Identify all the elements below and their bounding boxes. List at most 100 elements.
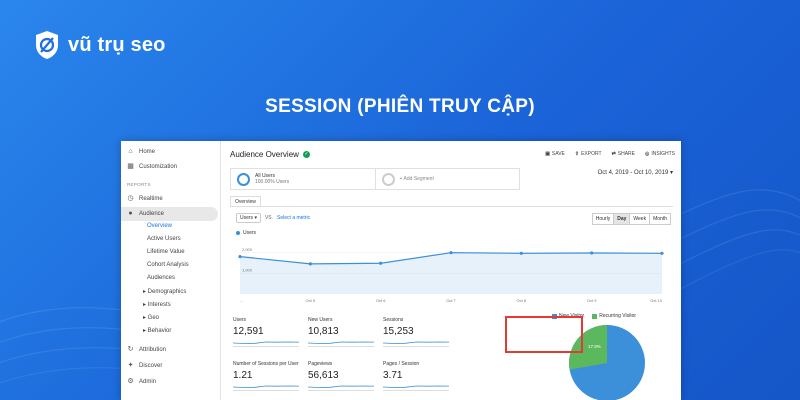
visitor-pie: New Visitor Recurring Visitor 17.9% xyxy=(544,313,674,400)
sidebar-sub-lifetime-value[interactable]: Lifetime Value xyxy=(147,249,185,255)
y-tick-label: 2,000 xyxy=(242,247,253,252)
sidebar-sub-overview[interactable]: Overview xyxy=(147,223,173,229)
sidebar-sub-audiences[interactable]: Audiences xyxy=(147,275,176,281)
data-point[interactable] xyxy=(308,262,312,266)
stat-sparkline xyxy=(233,385,299,388)
stat-card-new-users[interactable]: New Users 10,813 xyxy=(305,311,377,349)
sidebar-item-audience[interactable]: ● Audience xyxy=(127,208,164,219)
metric-select[interactable]: Users ▾ xyxy=(236,213,261,223)
brand-name: vũ trụ seo xyxy=(68,33,166,56)
brand[interactable]: vũ trụ seo xyxy=(34,30,166,60)
sidebar-item-admin[interactable]: ⚙ Admin xyxy=(127,376,156,387)
segment-text: All Users 100.00% Users xyxy=(255,173,289,185)
legend-dot xyxy=(236,231,240,235)
stat-value: 15,253 xyxy=(383,326,414,337)
stat-value: 56,613 xyxy=(308,370,339,381)
stat-label: Sessions xyxy=(383,317,404,323)
data-point[interactable] xyxy=(238,255,242,259)
stat-label: Number of Sessions per User xyxy=(233,361,299,367)
page-title-row: Audience Overview ✓ xyxy=(230,150,310,159)
segment-bar: All Users 100.00% Users + Add Segment xyxy=(230,168,520,190)
save-button[interactable]: ▣ SAVE xyxy=(545,151,565,157)
attribution-icon: ↻ xyxy=(127,346,134,353)
pie-slice-returning-visitor[interactable] xyxy=(569,325,607,370)
export-icon: ⇪ xyxy=(574,151,580,157)
sidebar-item-label: Audience xyxy=(139,210,165,217)
stat-card-sessions[interactable]: Sessions 15,253 xyxy=(380,311,452,349)
sidebar-item-attribution[interactable]: ↻ Attribution xyxy=(127,344,166,355)
sidebar-sub-geo[interactable]: ▸ Geo xyxy=(143,315,160,321)
data-point[interactable] xyxy=(519,251,523,255)
x-tick-label: Oct 6 xyxy=(376,298,386,303)
stat-card-users[interactable]: Users 12,591 xyxy=(230,311,302,349)
stat-sparkline xyxy=(383,385,449,388)
sessions-highlight-box xyxy=(505,316,583,353)
granularity-hourly[interactable]: Hourly xyxy=(591,213,615,225)
sidebar-item-discover[interactable]: ✦ Discover xyxy=(127,360,163,371)
vs-label: VS. xyxy=(264,215,274,221)
segment-percent: 100.00% Users xyxy=(255,179,290,185)
series-area-users xyxy=(240,252,662,294)
add-segment-ring-icon xyxy=(381,172,395,186)
sidebar-sub-demographics[interactable]: ▸ Demographics xyxy=(143,289,187,295)
y-tick-label: 1,000 xyxy=(242,268,253,273)
select-metric-link[interactable]: Select a metric xyxy=(277,215,311,221)
stat-card-number-of-sessions-per-user[interactable]: Number of Sessions per User 1.21 xyxy=(230,355,302,393)
sidebar-sub-behavior[interactable]: ▸ Behavior xyxy=(143,328,172,334)
stat-divider xyxy=(383,390,449,391)
sidebar-item-home[interactable]: ⌂ Home xyxy=(127,146,155,157)
segment-all-users[interactable]: All Users 100.00% Users xyxy=(231,169,375,189)
stat-divider xyxy=(308,346,374,347)
sidebar-item-label: Discover xyxy=(139,362,163,369)
insights-button[interactable]: ◎ INSIGHTS xyxy=(645,151,675,157)
date-range-picker[interactable]: Oct 4, 2019 - Oct 10, 2019 ▾ xyxy=(598,169,673,176)
person-icon: ● xyxy=(128,210,133,217)
tab-overview[interactable]: Overview xyxy=(230,196,261,206)
save-label: SAVE xyxy=(551,151,565,157)
sidebar-item-label: Home xyxy=(139,148,156,155)
x-tick-label: ... xyxy=(240,298,243,303)
granularity-toggle: Hourly Day Week Month xyxy=(591,213,671,225)
sidebar-sub-cohort-analysis[interactable]: Cohort Analysis xyxy=(147,262,189,268)
pie-legend-returning: Recurring Visitor xyxy=(592,313,636,319)
tab-divider xyxy=(230,206,673,207)
stat-card-pages-session[interactable]: Pages / Session 3.71 xyxy=(380,355,452,393)
granularity-day[interactable]: Day xyxy=(613,213,631,225)
add-segment-label: + Add Segment xyxy=(399,176,434,182)
share-label: SHARE xyxy=(617,151,635,157)
share-button[interactable]: ⇄ SHARE xyxy=(612,151,635,157)
chart-legend: Users xyxy=(236,230,256,236)
stat-label: Pages / Session xyxy=(383,361,420,367)
x-tick-label: Oct 8 xyxy=(517,298,527,303)
data-point[interactable] xyxy=(449,251,453,255)
grid-icon: ▦ xyxy=(127,163,134,170)
add-segment-button[interactable]: + Add Segment xyxy=(374,169,520,189)
stat-value: 1.21 xyxy=(233,370,253,381)
stat-card-pageviews[interactable]: Pageviews 56,613 xyxy=(305,355,377,393)
granularity-month[interactable]: Month xyxy=(649,213,671,225)
clock-icon: ◷ xyxy=(127,195,134,202)
sidebar-sub-active-users[interactable]: Active Users xyxy=(147,236,181,242)
stat-value: 12,591 xyxy=(233,326,264,337)
legend-label: Recurring Visitor xyxy=(599,313,637,319)
stat-divider xyxy=(233,346,299,347)
sidebar-item-customization[interactable]: ▦ Customization xyxy=(127,161,177,172)
sidebar-active-highlight xyxy=(121,207,218,221)
x-tick-label: Oct 5 xyxy=(306,298,316,303)
granularity-week[interactable]: Week xyxy=(629,213,651,225)
data-point[interactable] xyxy=(660,251,664,255)
data-point[interactable] xyxy=(590,251,594,255)
insights-label: INSIGHTS xyxy=(651,151,675,157)
share-icon: ⇄ xyxy=(611,151,616,157)
export-button[interactable]: ⇪ EXPORT xyxy=(575,151,602,157)
home-icon: ⌂ xyxy=(128,148,133,155)
pie-slice-label: 17.9% xyxy=(588,344,601,349)
main-panel: Audience Overview ✓ ▣ SAVE ⇪ EXPORT ⇄ SHARE… xyxy=(222,141,681,400)
date-range-text: Oct 4, 2019 - Oct 10, 2019 xyxy=(597,170,669,176)
data-point[interactable] xyxy=(379,261,383,265)
sidebar-item-realtime[interactable]: ◷ Realtime xyxy=(127,193,162,204)
sidebar-sub-interests[interactable]: ▸ Interests xyxy=(143,302,171,308)
segment-name: All Users xyxy=(255,173,276,179)
stat-sparkline xyxy=(233,341,299,344)
stat-label: Pageviews xyxy=(308,361,333,367)
